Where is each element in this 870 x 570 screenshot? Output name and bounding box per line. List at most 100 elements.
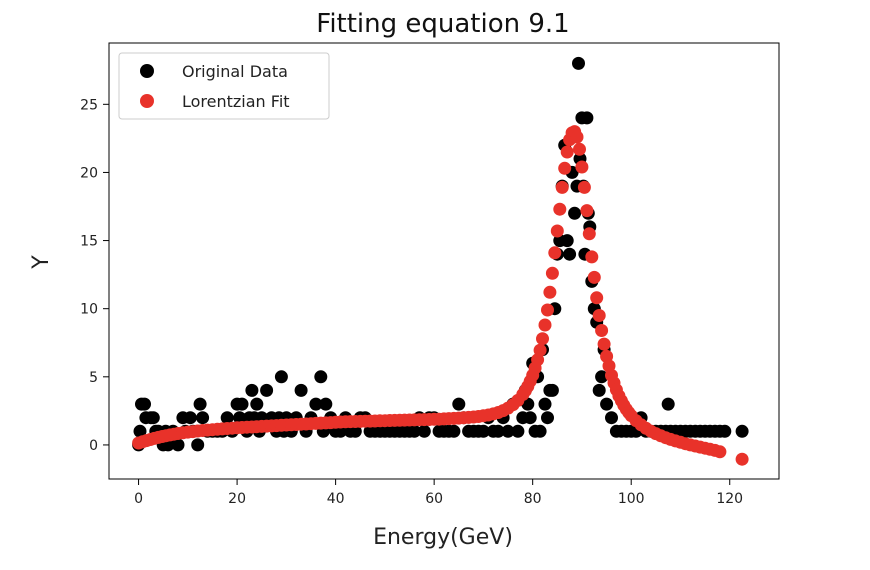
y-tick-label: 25 (80, 97, 98, 113)
original-data-point (661, 397, 675, 411)
lorentzian-fit-point (548, 246, 562, 260)
original-data-point (735, 424, 749, 438)
original-data-point (407, 424, 421, 438)
lorentzian-fit-point (541, 303, 554, 317)
original-data-point (233, 411, 247, 425)
lorentzian-fit-point (533, 343, 547, 357)
data-points (132, 56, 749, 466)
y-tick-label: 5 (89, 370, 98, 386)
original-data-point (146, 411, 160, 425)
lorentzian-fit-point (536, 332, 549, 346)
x-tick-label: 80 (524, 491, 542, 507)
original-data-point (523, 411, 537, 425)
lorentzian-fit-point (550, 224, 564, 238)
lorentzian-fit-point (735, 452, 749, 466)
lorentzian-fit-point (538, 318, 552, 332)
original-data-point (417, 424, 431, 438)
original-data-point (294, 383, 308, 397)
x-axis: 0 20 40 60 80 100 120 (134, 479, 743, 507)
original-data-point (568, 206, 582, 220)
y-tick-label: 0 (89, 438, 98, 454)
original-data-point (533, 424, 547, 438)
original-data-point (572, 56, 585, 70)
original-data-point (447, 424, 461, 438)
original-data-point (563, 247, 577, 261)
series-1 (132, 125, 749, 466)
original-data-point (245, 383, 259, 397)
legend-box (118, 52, 330, 120)
legend-marker-original-data (140, 64, 154, 78)
original-data-point (452, 397, 466, 411)
original-data-point (250, 397, 264, 411)
lorentzian-fit-point (595, 324, 609, 337)
original-data-point (220, 411, 234, 425)
lorentzian-fit-point (580, 204, 594, 218)
y-tick-label: 10 (80, 302, 98, 318)
lorentzian-fit-point (713, 445, 727, 459)
lorentzian-fit-point (582, 227, 596, 241)
original-data-point (171, 438, 185, 452)
y-tick-label: 20 (80, 165, 98, 181)
original-data-point (560, 234, 574, 248)
lorentzian-fit-point (592, 309, 606, 322)
lorentzian-fit-point (597, 337, 611, 351)
original-data-point (605, 411, 618, 425)
original-data-point (183, 411, 197, 425)
x-tick-label: 0 (134, 491, 143, 507)
legend-label-lorentzian-fit: Lorentzian Fit (182, 92, 290, 111)
lorentzian-fit-point (543, 285, 557, 299)
lorentzian-fit-point (585, 250, 599, 264)
original-data-point (541, 411, 554, 425)
original-data-point (491, 424, 505, 438)
original-data-point (274, 370, 288, 384)
original-data-point (521, 397, 535, 411)
original-data-point (138, 397, 151, 411)
lorentzian-fit-point (577, 180, 591, 194)
lorentzian-fit-point (590, 291, 604, 305)
original-data-point (600, 397, 614, 411)
original-data-point (319, 397, 333, 411)
legend: Original Data Lorentzian Fit (118, 52, 330, 120)
original-data-point (193, 397, 207, 411)
x-axis-label: Energy(GeV) (373, 525, 513, 550)
original-data-point (348, 424, 362, 438)
original-data-point (133, 424, 147, 438)
x-tick-label: 100 (618, 491, 645, 507)
y-tick-label: 15 (80, 234, 98, 250)
x-tick-label: 60 (425, 491, 443, 507)
plot-area (108, 42, 780, 480)
original-data-point (511, 424, 525, 438)
x-tick-label: 40 (327, 491, 345, 507)
original-data-point (501, 424, 515, 438)
x-tick-label: 20 (228, 491, 246, 507)
lorentzian-fit-point (573, 142, 586, 156)
original-data-point (545, 383, 559, 397)
legend-marker-lorentzian-fit (140, 94, 154, 108)
original-data-point (592, 383, 606, 397)
original-data-point (718, 424, 732, 438)
original-data-point (309, 397, 323, 411)
lorentzian-fit-point (587, 270, 601, 284)
original-data-point (595, 370, 609, 384)
x-tick-label: 120 (716, 491, 743, 507)
original-data-point (580, 111, 594, 125)
original-data-point (314, 370, 328, 384)
lorentzian-fit-point (555, 180, 569, 194)
original-data-point (235, 397, 249, 411)
original-data-point (476, 424, 490, 438)
legend-label-original-data: Original Data (182, 62, 288, 81)
lorentzian-fit-point (570, 130, 584, 144)
y-axis-label: Y (29, 255, 54, 270)
original-data-point (196, 411, 210, 425)
original-data-point (260, 383, 274, 397)
lorentzian-fit-point (560, 145, 574, 159)
lorentzian-fit-point (545, 266, 559, 280)
original-data-point (538, 397, 552, 411)
y-axis: 0 5 10 15 20 25 (80, 97, 109, 454)
lorentzian-fit-point (558, 161, 572, 175)
original-data-point (191, 438, 205, 452)
chart-title: Fitting equation 9.1 (316, 9, 569, 39)
lorentzian-fit-point (553, 202, 567, 216)
lorentzian-fit-point (575, 160, 589, 174)
